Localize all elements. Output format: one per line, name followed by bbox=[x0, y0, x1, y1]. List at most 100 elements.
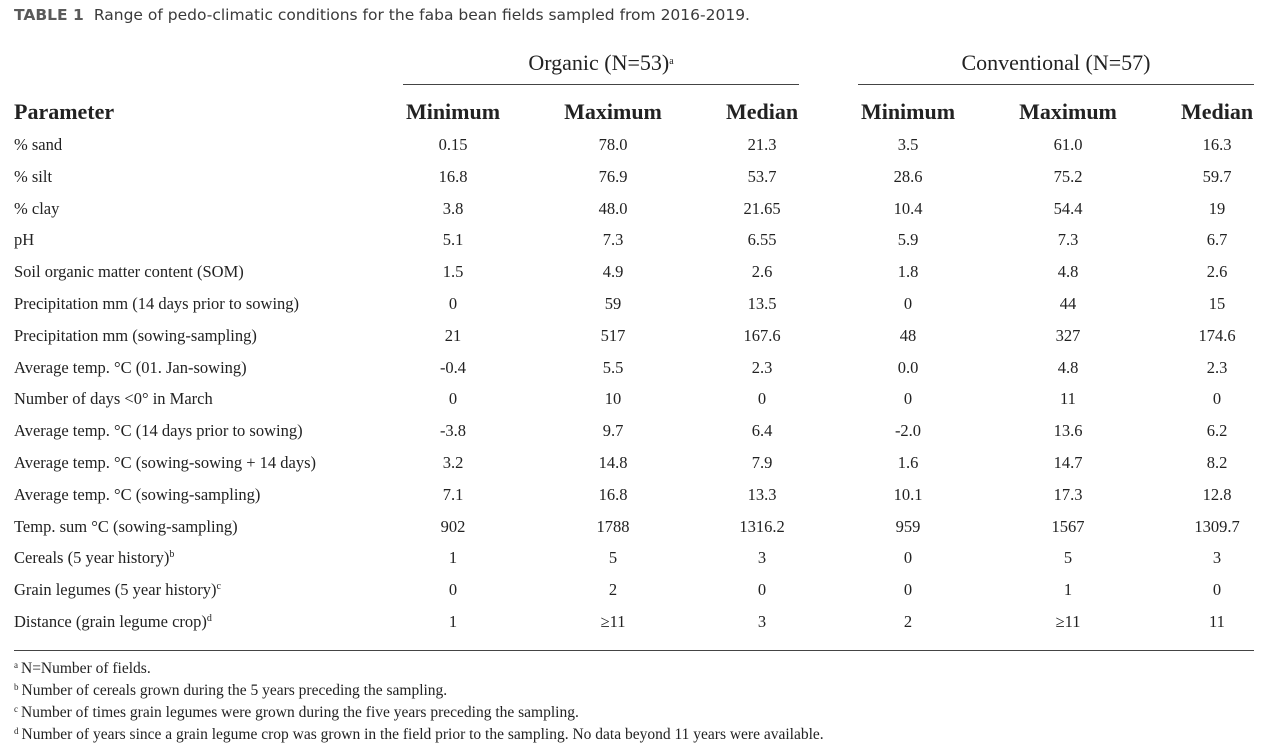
value-cell-organic-median: 6.4 bbox=[751, 421, 773, 441]
value-cell-organic-minimum: -0.4 bbox=[439, 357, 467, 377]
parameter-label: Soil organic matter content (SOM) bbox=[14, 262, 244, 282]
table-row: Precipitation mm (sowing-sampling) 21 517 1… bbox=[0, 319, 1280, 351]
value-cell-conventional-minimum: 28.6 bbox=[893, 166, 923, 186]
column-header-conventional-median: Median bbox=[1180, 99, 1254, 124]
parameter-cell: pH bbox=[14, 230, 34, 250]
value-cell-conventional-minimum: 5.9 bbox=[897, 230, 919, 250]
value-cell-organic-maximum: 7.3 bbox=[602, 230, 624, 250]
value-cell-conventional-minimum: 1.6 bbox=[897, 452, 919, 472]
value-cell-organic-median: 0 bbox=[757, 389, 767, 409]
parameter-cell: % silt bbox=[14, 167, 52, 187]
value-cell-conventional-maximum: 17.3 bbox=[1053, 484, 1083, 504]
parameter-label: % silt bbox=[14, 166, 53, 186]
value-cell-conventional-median: 3 bbox=[1212, 548, 1222, 568]
value-cell-organic-median: 2.3 bbox=[751, 357, 773, 377]
value-cell-organic-maximum: 5.5 bbox=[602, 357, 624, 377]
table-row: Cereals (5 year history)b 1 5 3 0 5 3 bbox=[0, 541, 1280, 573]
value-cell-organic-maximum: 2 bbox=[608, 580, 618, 600]
table-row: % silt 16.8 76.9 53.7 28.6 75.2 59.7 bbox=[0, 160, 1280, 192]
parameter-cell: Number of days <0° in March bbox=[14, 389, 213, 409]
table-caption: TABLE 1 Range of pedo-climatic conditions… bbox=[14, 6, 750, 24]
footnote-text: Number of times grain legumes were grown… bbox=[21, 704, 579, 721]
value-cell-organic-median: 7.9 bbox=[751, 452, 773, 472]
value-cell-conventional-minimum: -2.0 bbox=[894, 421, 922, 441]
table-row: Temp. sum °C (sowing-sampling) 902 1788 131… bbox=[0, 510, 1280, 542]
value-cell-conventional-minimum: 0 bbox=[903, 293, 913, 313]
parameter-cell: Soil organic matter content (SOM) bbox=[14, 262, 244, 282]
table-bottom-rule bbox=[14, 650, 1254, 651]
footnote: c Number of times grain legumes were grow… bbox=[14, 702, 824, 724]
value-cell-organic-median: 3 bbox=[757, 611, 767, 631]
parameter-cell: % clay bbox=[14, 199, 59, 219]
parameter-label: Precipitation mm (14 days prior to sowin… bbox=[14, 293, 300, 313]
value-cell-organic-maximum: 4.9 bbox=[602, 262, 624, 282]
table-label: TABLE 1 bbox=[14, 6, 84, 24]
value-cell-conventional-maximum: 1567 bbox=[1051, 516, 1085, 536]
group-rule-conventional bbox=[858, 84, 1254, 85]
value-cell-conventional-median: 6.2 bbox=[1206, 421, 1228, 441]
footnote: b Number of cereals grown during the 5 ye… bbox=[14, 680, 824, 702]
footnote-marker: c bbox=[216, 581, 221, 593]
value-cell-conventional-maximum: 1 bbox=[1063, 580, 1073, 600]
parameter-cell: Average temp. °C (sowing-sampling) bbox=[14, 485, 260, 505]
parameter-label: Temp. sum °C (sowing-sampling) bbox=[14, 516, 238, 536]
group-header-organic: Organic (N=53)a bbox=[403, 50, 799, 76]
value-cell-organic-minimum: 902 bbox=[440, 516, 466, 536]
value-cell-organic-maximum: 48.0 bbox=[598, 198, 628, 218]
value-cell-organic-minimum: 3.8 bbox=[442, 198, 464, 218]
parameter-cell: Grain legumes (5 year history)c bbox=[14, 580, 221, 600]
value-cell-organic-maximum: 16.8 bbox=[598, 484, 628, 504]
value-cell-organic-minimum: 1 bbox=[448, 548, 458, 568]
group-rule-organic bbox=[403, 84, 799, 85]
value-cell-organic-maximum: 10 bbox=[604, 389, 622, 409]
value-cell-conventional-maximum: 61.0 bbox=[1053, 135, 1083, 154]
value-cell-organic-maximum: 9.7 bbox=[602, 421, 624, 441]
value-cell-organic-minimum: 0 bbox=[448, 293, 458, 313]
parameter-cell: Cereals (5 year history)b bbox=[14, 548, 174, 568]
value-cell-organic-median: 21.3 bbox=[747, 135, 777, 154]
column-header-organic-minimum: Minimum bbox=[405, 99, 501, 124]
value-cell-organic-minimum: 0 bbox=[448, 580, 458, 600]
value-cell-conventional-maximum: 4.8 bbox=[1057, 357, 1079, 377]
value-cell-organic-minimum: 7.1 bbox=[442, 484, 464, 504]
value-cell-conventional-minimum: 0 bbox=[903, 548, 913, 568]
table-row: % clay 3.8 48.0 21.65 10.4 54.4 19 bbox=[0, 192, 1280, 224]
parameter-cell: Temp. sum °C (sowing-sampling) bbox=[14, 517, 238, 537]
value-cell-conventional-median: 59.7 bbox=[1202, 166, 1232, 186]
value-cell-conventional-median: 2.6 bbox=[1206, 262, 1228, 282]
parameter-label: Number of days <0° in March bbox=[14, 389, 213, 409]
parameter-label: Grain legumes (5 year history) bbox=[14, 580, 217, 600]
value-cell-conventional-median: 16.3 bbox=[1202, 135, 1232, 154]
value-cell-conventional-minimum: 0 bbox=[903, 580, 913, 600]
value-cell-conventional-maximum: 5 bbox=[1063, 548, 1073, 568]
group-header-conventional: Conventional (N=57) bbox=[858, 50, 1254, 76]
value-cell-conventional-minimum: 959 bbox=[895, 516, 921, 536]
value-cell-conventional-maximum: 4.8 bbox=[1057, 262, 1079, 282]
value-cell-organic-minimum: 1 bbox=[448, 611, 458, 631]
parameter-label: Distance (grain legume crop) bbox=[14, 611, 207, 631]
footnote-marker: b bbox=[169, 549, 175, 561]
value-cell-organic-maximum: 76.9 bbox=[598, 166, 628, 186]
value-cell-conventional-median: 0 bbox=[1212, 580, 1222, 600]
footnote-marker: d bbox=[206, 612, 212, 624]
group-label-organic: Organic (N=53) bbox=[528, 50, 670, 75]
parameter-label: % clay bbox=[14, 198, 60, 218]
table-row: Precipitation mm (14 days prior to sowin… bbox=[0, 287, 1280, 319]
footnote: d Number of years since a grain legume cr… bbox=[14, 724, 824, 746]
table-row: pH 5.1 7.3 6.55 5.9 7.3 6.7 bbox=[0, 223, 1280, 255]
value-cell-conventional-median: 11 bbox=[1209, 611, 1225, 631]
value-cell-conventional-minimum: 2 bbox=[903, 611, 913, 631]
parameter-cell: % sand bbox=[14, 135, 62, 155]
value-cell-organic-maximum: 14.8 bbox=[598, 452, 628, 472]
parameter-cell: Average temp. °C (14 days prior to sowin… bbox=[14, 421, 303, 441]
value-cell-conventional-maximum: 54.4 bbox=[1053, 198, 1083, 218]
value-cell-conventional-minimum: 10.4 bbox=[893, 198, 923, 218]
value-cell-conventional-maximum: 7.3 bbox=[1057, 230, 1079, 250]
parameter-label: Average temp. °C (14 days prior to sowin… bbox=[14, 421, 303, 441]
column-header-conventional-maximum: Maximum bbox=[1019, 99, 1117, 124]
value-cell-organic-maximum: 517 bbox=[600, 325, 626, 345]
table-row: Number of days <0° in March 0 10 0 0 11 0 bbox=[0, 382, 1280, 414]
value-cell-organic-minimum: 21 bbox=[444, 325, 462, 345]
value-cell-organic-maximum: 78.0 bbox=[598, 135, 628, 154]
footnote-mark: c bbox=[14, 704, 18, 714]
